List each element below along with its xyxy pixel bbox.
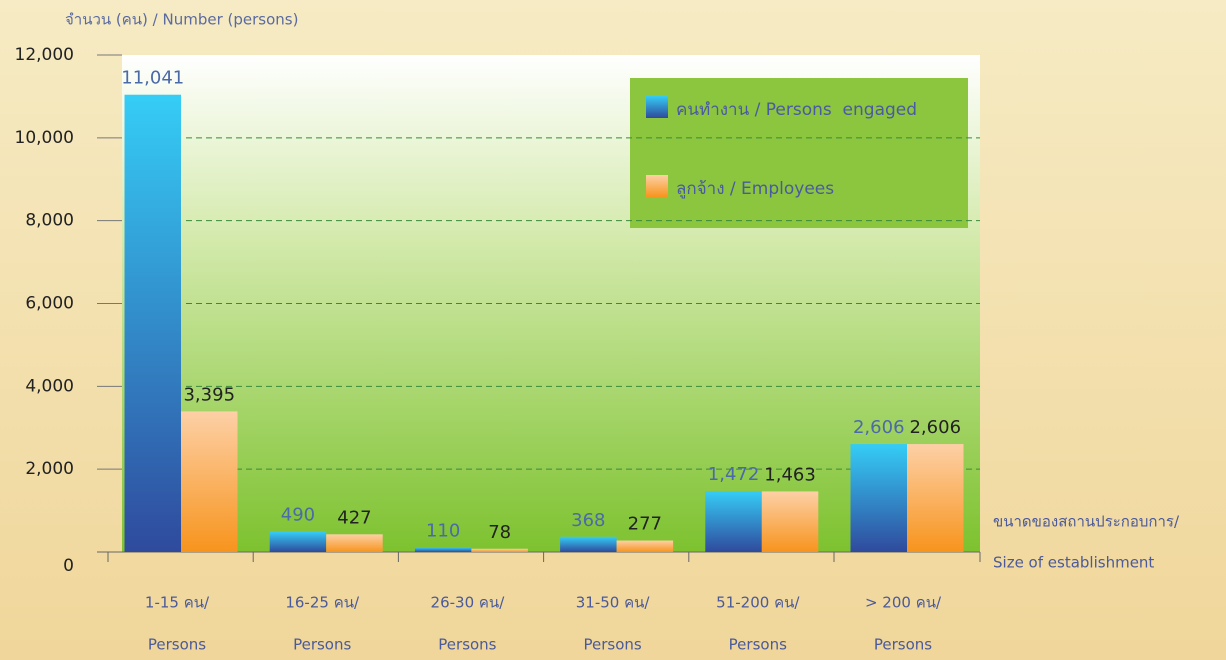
value-label: 368 <box>571 510 605 531</box>
value-label: 1,472 <box>708 464 760 485</box>
value-label: 78 <box>488 522 511 543</box>
value-label: 490 <box>281 505 315 526</box>
bar <box>616 540 674 552</box>
bar <box>705 491 762 552</box>
bar <box>414 547 472 552</box>
bar <box>560 536 617 552</box>
value-label: 277 <box>628 514 662 535</box>
value-label: 1,463 <box>764 464 816 485</box>
legend-box <box>630 78 968 228</box>
bar <box>907 444 964 552</box>
y-tick-label: 10,000 <box>15 128 74 148</box>
legend-label: ลูกจ้าง / Employees <box>676 179 834 199</box>
x-tick-label: Persons <box>148 636 206 654</box>
y-axis-label: จำนวน (คน) / Number (persons) <box>65 11 298 29</box>
x-tick-label: 1-15 คน/ <box>145 594 210 612</box>
bar <box>326 534 383 552</box>
bar <box>761 491 819 552</box>
x-tick-label: 51-200 คน/ <box>716 594 800 612</box>
x-axis-label: Size of establishment <box>993 554 1154 572</box>
y-tick-label: 2,000 <box>25 459 74 479</box>
value-label: 2,606 <box>909 417 961 438</box>
legend-swatch <box>646 96 668 118</box>
y-tick-label: 12,000 <box>15 45 74 65</box>
x-tick-label: Persons <box>438 636 496 654</box>
value-label: 427 <box>337 507 371 528</box>
x-tick-label: > 200 คน/ <box>865 594 942 612</box>
x-axis-label: ขนาดของสถานประกอบการ/ <box>993 513 1180 531</box>
y-tick-label: 0 <box>63 556 74 576</box>
x-tick-label: Persons <box>874 636 932 654</box>
x-tick-label: 31-50 คน/ <box>576 594 651 612</box>
y-tick-label: 4,000 <box>25 376 74 396</box>
value-label: 11,041 <box>121 68 184 89</box>
bar <box>471 548 528 552</box>
y-tick-label: 6,000 <box>25 294 74 314</box>
y-tick-label: 8,000 <box>25 211 74 231</box>
x-tick-label: 26-30 คน/ <box>431 594 506 612</box>
x-tick-label: Persons <box>293 636 351 654</box>
bar <box>850 444 907 552</box>
legend-swatch <box>646 175 668 197</box>
value-label: 3,395 <box>183 384 235 405</box>
bar <box>269 531 327 552</box>
x-tick-label: 16-25 คน/ <box>285 594 360 612</box>
legend-label: คนทำงาน / Persons engaged <box>676 100 917 120</box>
value-label: 110 <box>426 520 460 541</box>
value-label: 2,606 <box>853 417 905 438</box>
x-tick-label: Persons <box>583 636 641 654</box>
x-tick-label: Persons <box>729 636 787 654</box>
bar <box>124 94 181 553</box>
bar <box>181 411 238 552</box>
